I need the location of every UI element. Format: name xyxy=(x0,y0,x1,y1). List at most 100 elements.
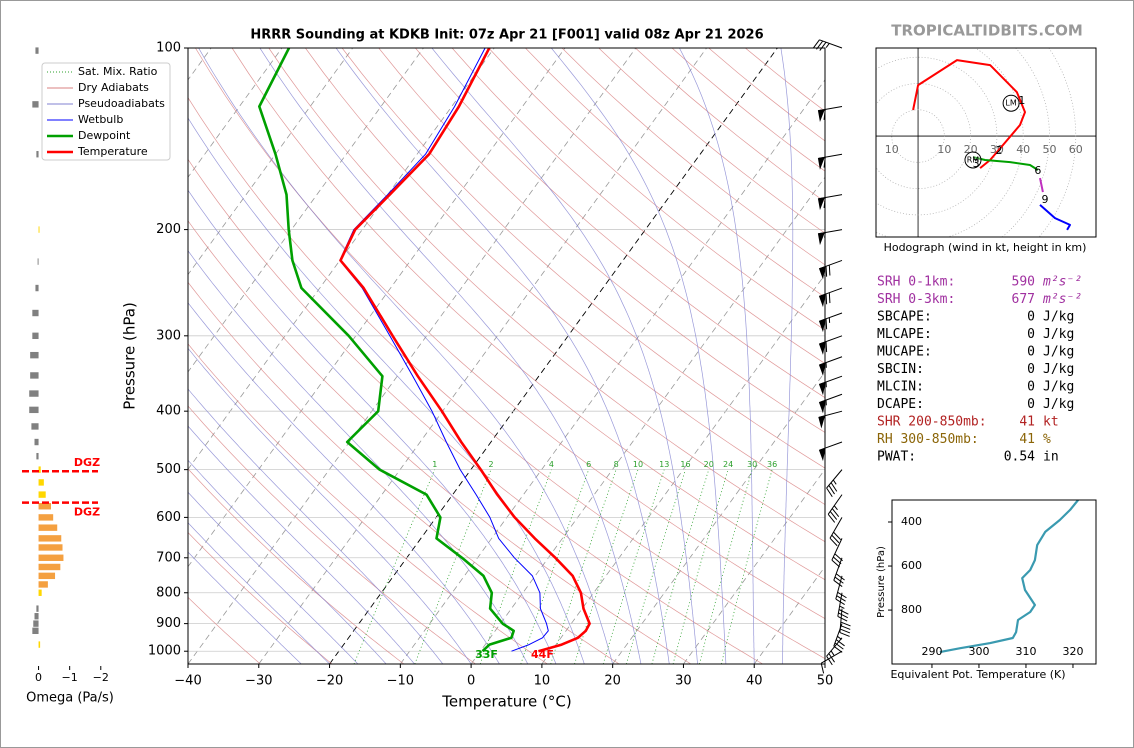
omega-bar xyxy=(38,641,41,648)
param-value: 0 xyxy=(1027,345,1035,360)
x-axis-label: Temperature (°C) xyxy=(441,693,571,711)
surface-label: 33F xyxy=(475,648,498,661)
omega-bar xyxy=(38,554,64,561)
omega-bar xyxy=(32,332,39,340)
barb-staff xyxy=(826,469,843,498)
wind-barb xyxy=(817,229,843,246)
param-label: SBCAPE: xyxy=(877,310,932,325)
theta-e-y-tick-label: 600 xyxy=(901,559,922,572)
param-value: 0 xyxy=(1027,327,1035,342)
dgz-label: DGZ xyxy=(74,506,100,519)
pseudoadiabat xyxy=(679,48,755,664)
hodo-ring xyxy=(876,48,1024,237)
dry-adiabat xyxy=(188,343,548,664)
wind-barb xyxy=(826,469,843,498)
omega-x-tick-label: 0 xyxy=(35,671,42,684)
param-unit: in xyxy=(1043,450,1059,465)
mixing-ratio-line xyxy=(721,469,773,664)
theta-e-frame xyxy=(891,499,1097,665)
param-unit: J/kg xyxy=(1043,327,1074,342)
hodo-trace xyxy=(1039,204,1071,231)
chart-title: HRRR Sounding at KDKB Init: 07z Apr 21 [… xyxy=(250,28,763,43)
pseudoadiabat xyxy=(188,491,359,664)
x-tick-label: 40 xyxy=(746,674,763,689)
dry-adiabat xyxy=(188,468,405,664)
x-tick-label: 30 xyxy=(675,674,692,689)
barb-flag xyxy=(818,399,826,414)
omega-bar xyxy=(38,563,61,571)
wind-barb xyxy=(829,517,843,547)
barb-flag xyxy=(818,293,826,308)
mixing-ratio-line xyxy=(414,469,492,664)
y-axis-label: Pressure (hPa) xyxy=(121,302,139,410)
theta-e-line xyxy=(939,500,1079,654)
omega-bar xyxy=(38,503,51,510)
barb-staff xyxy=(827,494,843,523)
legend-label: Pseudoadiabats xyxy=(78,97,165,110)
dry-adiabat xyxy=(188,220,692,664)
param-label: MLCIN: xyxy=(877,380,924,395)
mixing-ratio-line xyxy=(672,469,729,664)
hodo-ring-label: 50 xyxy=(1042,143,1056,156)
mixing-ratio-line xyxy=(626,469,686,664)
wind-barb xyxy=(818,312,843,333)
y-tick-label: 1000 xyxy=(148,644,181,659)
x-tick-label: 50 xyxy=(817,674,834,689)
hodo-ring xyxy=(891,109,945,163)
param-label: SBCIN: xyxy=(877,362,924,377)
dry-adiabat xyxy=(268,48,825,543)
y-tick-label: 500 xyxy=(156,462,181,477)
hodo-ring-label: 10 xyxy=(937,143,951,156)
mixing-ratio-line xyxy=(520,469,590,664)
legend-box xyxy=(41,62,171,161)
dry-adiabat xyxy=(415,48,825,399)
wind-barb xyxy=(817,153,843,170)
hodo-label: LM xyxy=(1005,99,1016,108)
legend-label: Temperature xyxy=(77,145,148,158)
hodograph-caption: Hodograph (wind in kt, height in km) xyxy=(884,241,1087,254)
param-unit: J/kg xyxy=(1043,345,1074,360)
omega-bar xyxy=(34,438,39,446)
storm-motion-marker xyxy=(964,151,982,169)
barb-staff xyxy=(839,608,851,637)
theta-e-x-tick-label: 290 xyxy=(921,645,942,658)
dry-adiabat xyxy=(188,97,825,660)
omega-bar xyxy=(38,544,63,551)
param-value: 590 xyxy=(1012,275,1035,290)
isotherm xyxy=(188,48,637,664)
y-tick-label: 200 xyxy=(156,222,181,237)
omega-bar xyxy=(35,284,39,292)
barb-staff xyxy=(833,557,845,587)
surface-label: 44F xyxy=(531,648,554,661)
hodo-ring-label: 20 xyxy=(964,143,978,156)
omega-bar xyxy=(38,514,54,521)
isotherm xyxy=(541,273,825,664)
isotherm xyxy=(188,48,354,276)
pseudoadiabat xyxy=(780,48,794,664)
wind-barb xyxy=(827,494,843,523)
mixing-ratio-label: 6 xyxy=(586,460,591,469)
wind-barb xyxy=(831,538,843,568)
y-tick-label: 400 xyxy=(156,404,181,419)
dry-adiabat xyxy=(305,48,825,505)
mixing-ratio-label: 30 xyxy=(747,460,757,469)
barb-staff xyxy=(812,39,843,51)
barb-flag xyxy=(817,232,825,246)
omega-bar xyxy=(32,309,39,317)
wind-barb xyxy=(818,335,843,355)
param-value: 41 xyxy=(1019,415,1035,430)
mixing-ratio-label: 24 xyxy=(723,460,733,469)
wind-barb xyxy=(818,393,843,414)
y-tick-label: 100 xyxy=(156,41,181,56)
legend-label: Dewpoint xyxy=(78,129,131,142)
mixing-ratio-label: 10 xyxy=(633,460,643,469)
hodo-ring-label: 60 xyxy=(1069,143,1083,156)
param-unit: m²s⁻² xyxy=(1042,292,1082,307)
x-tick-label: 0 xyxy=(467,674,475,689)
dry-adiabat xyxy=(231,48,825,581)
legend: Sat. Mix. Ratio Dry Adiabats Pseudoadiabat… xyxy=(41,62,171,161)
omega-bar xyxy=(38,491,46,498)
